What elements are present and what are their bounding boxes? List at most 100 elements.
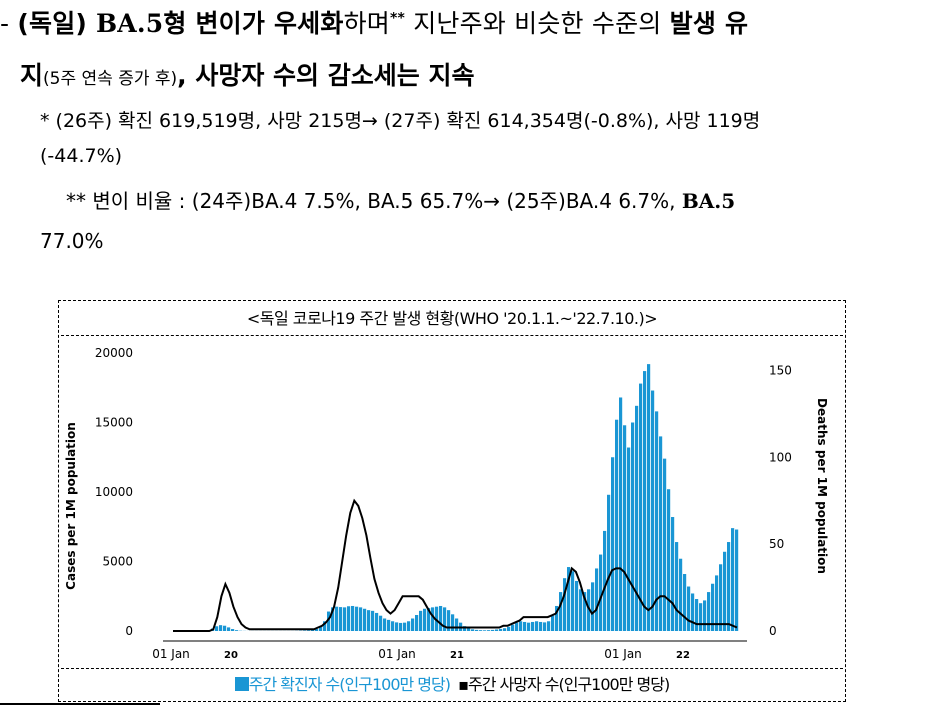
case-bar — [443, 607, 447, 631]
case-bar — [539, 621, 543, 631]
case-bar — [439, 605, 443, 631]
case-bar — [499, 628, 503, 631]
case-bar — [331, 607, 335, 631]
parenthetical-note: (5주 연속 증가 후) — [43, 69, 178, 89]
case-bar — [415, 615, 419, 631]
case-bar — [655, 411, 659, 631]
y-left-axis-title: Cases per 1M population — [64, 422, 78, 590]
case-bar — [703, 600, 707, 631]
case-bar — [651, 390, 655, 631]
case-bar — [659, 436, 663, 631]
case-bar — [671, 517, 675, 631]
footnote-line-2: ** 변이 비율 : (24주)BA.4 7.5%, BA.5 65.7%→ (… — [66, 185, 735, 214]
case-bar — [311, 629, 315, 631]
case-bar — [731, 528, 735, 631]
y-left-tick-label: 0 — [125, 624, 133, 638]
case-bar — [567, 567, 571, 631]
case-bar — [435, 606, 439, 631]
chart-figure: <독일 코로나19 주간 발생 현황(WHO '20.1.1.~'22.7.10… — [58, 300, 846, 702]
case-bar — [431, 607, 435, 631]
case-bar — [387, 619, 391, 631]
case-bar — [511, 624, 515, 631]
case-bar — [487, 630, 491, 631]
case-bar — [375, 612, 379, 631]
trend-text-cont: 지 — [20, 61, 44, 90]
case-bar — [639, 383, 643, 631]
case-bar — [395, 622, 399, 631]
case-bar — [683, 574, 687, 631]
y-left-tick-label: 15000 — [95, 416, 133, 430]
case-bar — [323, 621, 327, 631]
case-bar — [647, 364, 651, 631]
case-bar — [327, 611, 331, 631]
case-bar — [691, 593, 695, 631]
y-right-tick-label: 100 — [769, 450, 792, 464]
case-bar — [447, 610, 451, 631]
case-bar — [335, 606, 339, 631]
case-bar — [519, 621, 523, 631]
case-bar — [219, 625, 223, 631]
case-bar — [599, 554, 603, 631]
case-bar — [215, 626, 219, 631]
case-bar — [363, 608, 367, 631]
case-bar — [603, 530, 607, 631]
case-bar — [563, 578, 567, 631]
case-bar — [527, 622, 531, 631]
case-bar — [479, 630, 483, 631]
case-bar — [467, 628, 471, 631]
case-bar — [483, 630, 487, 631]
case-bar — [367, 610, 371, 631]
footnote-line-1-cont: (-44.7%) — [40, 145, 123, 167]
case-bar — [231, 629, 235, 631]
y-left-tick-label: 20000 — [95, 346, 133, 360]
x-tick-year: 22 — [676, 650, 690, 661]
case-bar — [227, 627, 231, 631]
comparison-text: 지난주와 비슷한 수준의 — [405, 9, 670, 38]
case-bar — [555, 605, 559, 631]
case-bar — [475, 629, 479, 631]
y-right-tick-label: 50 — [769, 537, 784, 551]
legend: 주간 확진자 수(인구100만 명당) ▪주간 사망자 수(인구100만 명당) — [59, 671, 845, 695]
case-bar — [355, 606, 359, 631]
case-bar — [491, 629, 495, 631]
case-bar — [451, 614, 455, 631]
case-bar — [667, 489, 671, 631]
y-left-tick-label: 10000 — [95, 485, 133, 499]
case-bar — [455, 618, 459, 631]
case-bar — [643, 371, 647, 631]
y-right-tick-label: 0 — [769, 624, 777, 638]
bottom-rule — [0, 703, 160, 705]
death-trend-text: , 사망자 수의 감소세는 지속 — [177, 61, 475, 90]
case-bar — [399, 622, 403, 631]
case-bar — [427, 608, 431, 631]
case-bar — [663, 458, 667, 631]
cases-swatch — [234, 677, 249, 691]
case-bar — [719, 564, 723, 631]
y-right-axis-title: Deaths per 1M population — [815, 398, 829, 574]
footnote-line-2-cont: 77.0% — [40, 229, 104, 253]
case-bar — [547, 621, 551, 631]
case-bar — [631, 422, 635, 631]
case-bar — [379, 615, 383, 631]
case-bar — [535, 621, 539, 631]
case-bar — [611, 457, 615, 631]
case-bar — [319, 626, 323, 631]
case-bar — [495, 629, 499, 631]
case-bar — [507, 626, 511, 631]
case-bar — [347, 606, 351, 631]
case-bar — [339, 607, 343, 631]
y-left-tick-label: 5000 — [102, 555, 133, 569]
case-bar — [423, 608, 427, 631]
x-tick-label: 01 Jan — [378, 647, 416, 661]
case-bar — [359, 607, 363, 631]
case-bar — [235, 630, 239, 631]
case-bar — [315, 628, 319, 631]
case-bar — [687, 586, 691, 631]
case-bar — [575, 580, 579, 631]
case-bar — [579, 589, 583, 631]
legend-cases: 주간 확진자 수(인구100만 명당) — [248, 675, 451, 694]
case-bar — [371, 610, 375, 631]
variant-ratio-ba5: BA.5 — [681, 189, 736, 213]
case-bar — [675, 542, 679, 631]
case-bar — [523, 621, 527, 631]
